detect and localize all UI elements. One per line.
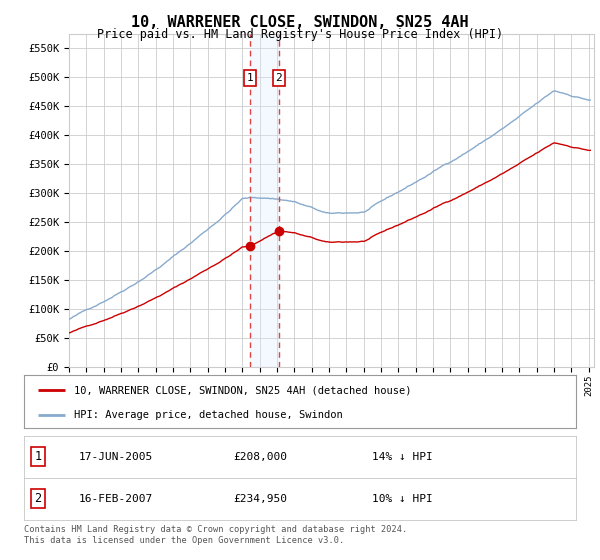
Bar bbox=[250, 34, 279, 367]
Text: 2: 2 bbox=[275, 73, 283, 83]
Text: 2: 2 bbox=[34, 492, 41, 505]
Text: 16-FEB-2007: 16-FEB-2007 bbox=[79, 494, 154, 503]
Text: 10, WARRENER CLOSE, SWINDON, SN25 4AH (detached house): 10, WARRENER CLOSE, SWINDON, SN25 4AH (d… bbox=[74, 385, 411, 395]
Text: Price paid vs. HM Land Registry's House Price Index (HPI): Price paid vs. HM Land Registry's House … bbox=[97, 28, 503, 41]
Text: 10% ↓ HPI: 10% ↓ HPI bbox=[372, 494, 433, 503]
Text: 14% ↓ HPI: 14% ↓ HPI bbox=[372, 452, 433, 461]
Text: Contains HM Land Registry data © Crown copyright and database right 2024.
This d: Contains HM Land Registry data © Crown c… bbox=[24, 525, 407, 545]
Text: 17-JUN-2005: 17-JUN-2005 bbox=[79, 452, 154, 461]
Text: 10, WARRENER CLOSE, SWINDON, SN25 4AH: 10, WARRENER CLOSE, SWINDON, SN25 4AH bbox=[131, 15, 469, 30]
Text: HPI: Average price, detached house, Swindon: HPI: Average price, detached house, Swin… bbox=[74, 410, 343, 420]
Text: 1: 1 bbox=[34, 450, 41, 463]
Text: £208,000: £208,000 bbox=[234, 452, 288, 461]
Text: 1: 1 bbox=[247, 73, 254, 83]
Text: £234,950: £234,950 bbox=[234, 494, 288, 503]
